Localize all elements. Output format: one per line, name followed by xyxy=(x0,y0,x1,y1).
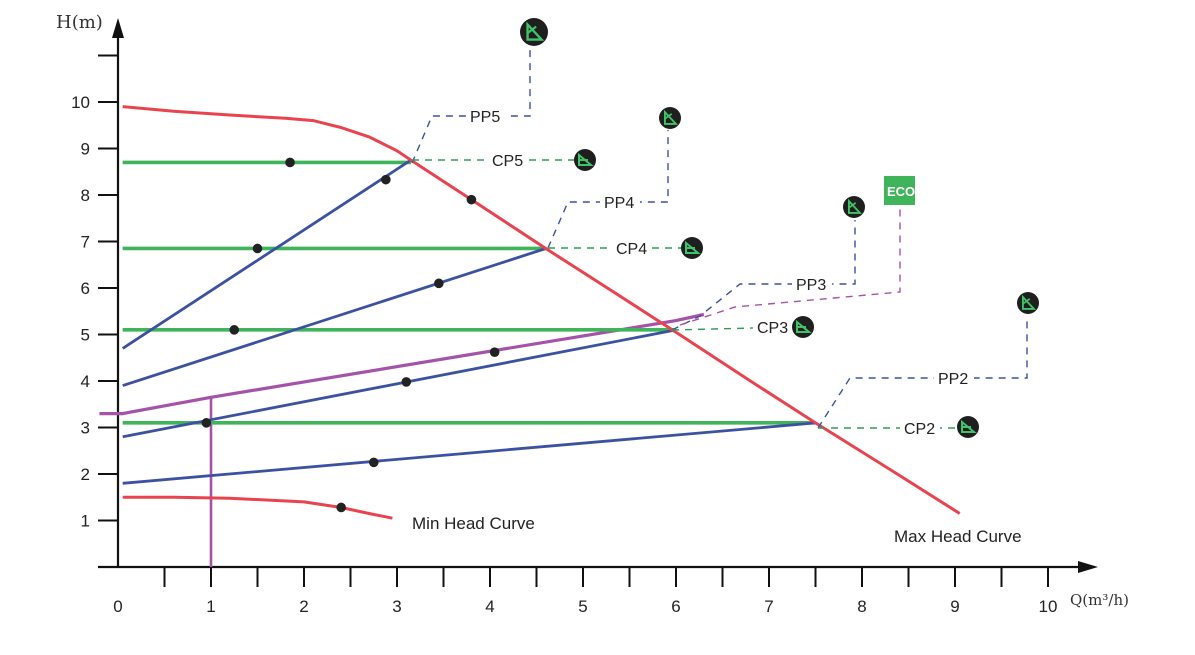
y-tick-label: 5 xyxy=(81,326,90,345)
y-tick-label: 6 xyxy=(81,279,90,298)
pp-line-pp4 xyxy=(122,247,547,387)
eco-badge-label: ECO xyxy=(887,184,915,199)
y-axis-arrow xyxy=(112,18,124,38)
min-head-curve-label: Min Head Curve xyxy=(412,514,535,533)
label-pp2: PP2 xyxy=(938,371,968,388)
y-tick-label: 4 xyxy=(81,372,90,391)
label-bg-pp3 xyxy=(792,275,832,295)
pp-line-pp3 xyxy=(122,328,677,439)
pp-icon-slope xyxy=(664,113,673,120)
x-tick-label: 5 xyxy=(578,597,587,616)
x-tick-label: 4 xyxy=(485,597,494,616)
label-cp4: CP4 xyxy=(616,241,647,258)
data-point xyxy=(466,194,477,205)
y-tick-label: 9 xyxy=(81,140,90,159)
data-markers xyxy=(201,157,500,513)
data-point xyxy=(489,347,500,357)
x-tick-label: 2 xyxy=(299,597,308,616)
x-tick-label: 3 xyxy=(392,597,401,616)
min-head-curve xyxy=(122,495,393,520)
y-tick-label: 8 xyxy=(81,186,90,205)
x-tick-label: 0 xyxy=(113,597,122,616)
x-tick-label: 1 xyxy=(206,597,215,616)
label-bg-cp2 xyxy=(900,419,940,439)
cp-icon xyxy=(792,316,814,338)
label-pp5: PP5 xyxy=(470,109,500,126)
leader-eco xyxy=(679,205,901,326)
pp-icon xyxy=(659,107,681,129)
label-bg-cp5 xyxy=(488,151,528,171)
eco-badge: ECO xyxy=(884,176,915,205)
eco-badge-box xyxy=(884,176,915,205)
pp-icon xyxy=(1017,292,1039,314)
leader-pp4 xyxy=(547,130,669,249)
y-tick-label: 1 xyxy=(81,512,90,531)
x-tick-label: 7 xyxy=(764,597,773,616)
axes: H(m) Q(m³/h) xyxy=(56,12,1129,609)
pp-line-pp5 xyxy=(121,158,412,350)
data-point xyxy=(201,418,212,428)
pp-icon-slope xyxy=(526,25,537,34)
label-bg-cp4 xyxy=(612,239,652,259)
pp-line-pp2 xyxy=(122,421,816,485)
cp-icon xyxy=(681,237,703,259)
y-tick-label: 10 xyxy=(71,93,90,112)
data-point xyxy=(252,243,263,254)
x-tick-label: 9 xyxy=(950,597,959,616)
pp-icon-slope xyxy=(1022,298,1031,305)
data-point xyxy=(229,325,240,335)
max-head-curve-label: Max Head Curve xyxy=(894,527,1022,546)
data-point xyxy=(434,278,444,289)
max-head-curve xyxy=(122,105,961,515)
y-tick-label: 2 xyxy=(81,465,90,484)
leader-pp3 xyxy=(671,220,856,331)
x-tick-label: 10 xyxy=(1039,597,1058,616)
x-tick-label: 6 xyxy=(671,597,680,616)
series-lines xyxy=(99,105,961,567)
label-bg-pp4 xyxy=(600,193,640,213)
label-bg-cp3 xyxy=(753,318,793,338)
label-cp3: CP3 xyxy=(757,320,788,337)
data-point xyxy=(401,377,412,387)
label-cp5: CP5 xyxy=(492,153,523,170)
y-tick-label: 3 xyxy=(81,419,90,438)
data-point xyxy=(285,157,295,168)
label-pp3: PP3 xyxy=(796,277,826,294)
x-axis-arrow xyxy=(1078,561,1098,573)
y-tick-label: 7 xyxy=(81,233,90,252)
pp-icon xyxy=(520,18,548,46)
label-pp4: PP4 xyxy=(604,195,634,212)
series-labels: Max Head Curve Min Head Curve PP5 CP5 PP4 CP4… xyxy=(412,18,1039,546)
pp-icon-slope xyxy=(848,202,857,209)
label-bg-pp5 xyxy=(466,107,506,127)
pp-icon xyxy=(843,196,865,218)
y-axis-title: H(m) xyxy=(56,12,103,33)
x-axis-title: Q(m³/h) xyxy=(1070,591,1129,609)
leader-pp2 xyxy=(817,317,1028,429)
cp-icon xyxy=(574,149,596,171)
data-point xyxy=(381,174,391,185)
leader-pp5 xyxy=(411,45,531,164)
data-point xyxy=(336,502,347,513)
data-point xyxy=(368,457,379,468)
tick-group: 0 1 2 3 4 5 6 7 8 9 10 1 2 3 4 5 6 7 8 9 10 xyxy=(71,54,1058,616)
x-tick-label: 8 xyxy=(857,597,866,616)
label-cp2: CP2 xyxy=(904,421,935,438)
label-bg-pp2 xyxy=(934,369,974,389)
cp-icon xyxy=(957,416,979,438)
